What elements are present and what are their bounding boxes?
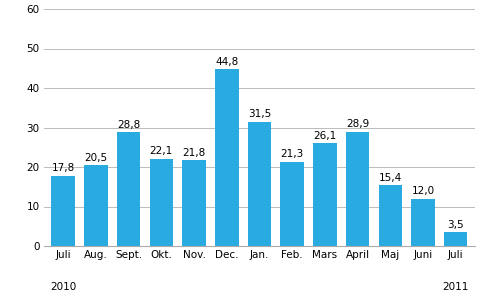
Text: 21,8: 21,8 (182, 148, 205, 158)
Text: 12,0: 12,0 (410, 186, 434, 196)
Bar (345, 132, 369, 246)
Text: 22,1: 22,1 (150, 146, 173, 156)
Bar (51, 176, 75, 246)
Text: 2010: 2010 (50, 282, 76, 292)
Bar (149, 159, 173, 246)
Text: 28,9: 28,9 (345, 119, 368, 130)
Text: 15,4: 15,4 (378, 173, 401, 183)
Bar (313, 143, 336, 246)
Bar (182, 160, 205, 246)
Text: 20,5: 20,5 (84, 153, 107, 163)
Text: 31,5: 31,5 (247, 109, 271, 119)
Text: 3,5: 3,5 (446, 220, 463, 230)
Text: 26,1: 26,1 (313, 130, 336, 140)
Bar (247, 122, 271, 246)
Bar (378, 185, 401, 246)
Text: 2011: 2011 (441, 282, 468, 292)
Text: 21,3: 21,3 (280, 149, 303, 160)
Bar (410, 199, 434, 246)
Text: 17,8: 17,8 (51, 163, 75, 173)
Text: 44,8: 44,8 (215, 57, 238, 67)
Bar (117, 132, 140, 246)
Text: 28,8: 28,8 (117, 120, 140, 130)
Bar (214, 69, 238, 246)
Bar (280, 162, 303, 246)
Bar (443, 232, 467, 246)
Bar (84, 165, 107, 246)
